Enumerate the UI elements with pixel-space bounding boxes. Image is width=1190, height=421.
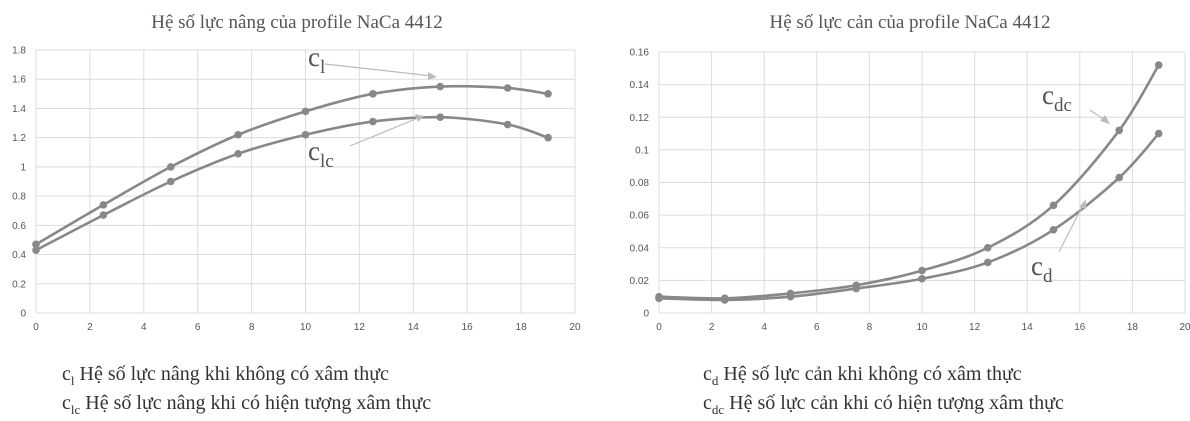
data-point-cd — [983, 258, 992, 267]
y-tick-label: 1.4 — [12, 104, 26, 115]
legend-item-clc: clc Hệ số lực nâng khi có hiện tượng xâm… — [62, 392, 432, 417]
data-point-clc — [301, 130, 310, 139]
data-point-clc — [234, 149, 242, 158]
y-tick-label: 0.2 — [12, 279, 26, 290]
y-tick-label: 0.04 — [630, 243, 650, 254]
data-point-cl — [99, 201, 108, 209]
x-tick-label: 8 — [867, 322, 873, 333]
x-tick-label: 16 — [1074, 322, 1086, 333]
x-tick-label: 14 — [408, 322, 420, 333]
lift-coefficient-chart: Hệ số lực nâng của profile NaCa 4412 0 0.… — [12, 12, 581, 333]
y-tick-label: 0.4 — [12, 250, 26, 261]
lift-coefficient-panel: Hệ số lực nâng của profile NaCa 4412 0 0.… — [12, 12, 581, 417]
data-point-clc — [436, 113, 445, 122]
legend-item-cdc: cdc Hệ số lực cản khi có hiện tượng xâm … — [703, 392, 1064, 417]
x-tick-label: 20 — [1179, 322, 1190, 333]
annotation-cl-arrow — [324, 63, 433, 77]
data-point-cd — [786, 292, 795, 301]
x-tick-label: 0 — [656, 322, 662, 333]
y-tick-label: 1.8 — [12, 46, 26, 57]
chart-title: Hệ số lực nâng của profile NaCa 4412 — [151, 12, 443, 33]
data-point-cl — [503, 84, 512, 92]
y-tick-label: 0.16 — [630, 48, 650, 59]
x-tick-label: 12 — [354, 322, 366, 333]
y-tick-label: 0.02 — [630, 276, 650, 287]
x-tick-label: 6 — [195, 322, 201, 333]
data-point-cd — [918, 274, 926, 283]
x-tick-label: 18 — [1127, 322, 1139, 333]
data-point-clc — [544, 133, 552, 142]
data-point-cl — [369, 90, 377, 98]
x-tick-label: 8 — [249, 322, 255, 333]
data-point-cl — [166, 163, 175, 171]
data-point-cdc — [983, 243, 992, 252]
chart-title: Hệ số lực cản của profile NaCa 4412 — [770, 12, 1051, 33]
data-point-cd — [1049, 226, 1058, 234]
y-tick-label: 0.14 — [630, 80, 650, 91]
x-tick-label: 16 — [462, 322, 474, 333]
annotation-cdc: cdc — [1042, 80, 1072, 116]
series-line-cdc — [658, 64, 1160, 300]
y-tick-label: 0.12 — [630, 113, 650, 124]
data-point-cd — [1154, 129, 1163, 138]
data-point-clc — [166, 177, 175, 186]
data-point-cl — [234, 130, 242, 139]
annotation-cd-arrowhead — [1079, 199, 1086, 209]
annotation-cl-arrowhead — [428, 72, 437, 80]
x-tick-label: 18 — [516, 322, 528, 333]
y-tick-label: 1.6 — [12, 75, 26, 86]
data-point-clc — [369, 117, 377, 126]
annotation-cl: cl — [308, 42, 325, 78]
annotation-cdc-arrowhead — [1100, 115, 1110, 124]
data-point-cdc — [1115, 126, 1124, 135]
data-point-cl — [32, 240, 40, 249]
x-tick-label: 4 — [761, 322, 767, 333]
data-point-cd — [655, 294, 663, 303]
drag-coefficient-chart: Hệ số lực cản của profile NaCa 4412 0 0.0… — [630, 12, 1190, 333]
x-tick-label: 2 — [87, 322, 93, 333]
annotation-cd: cd — [1031, 251, 1053, 287]
annotation-cd-arrow — [1058, 204, 1084, 253]
data-point-cl — [436, 82, 445, 91]
y-tick-label: 0.08 — [630, 178, 650, 189]
y-tick-label: 1 — [20, 162, 26, 173]
y-tick-label: 0.6 — [12, 221, 26, 232]
y-tick-label: 0.1 — [635, 145, 649, 156]
y-tick-label: 0 — [20, 309, 26, 320]
legend-item-cd: cd Hệ số lực cản khi không có xâm thực — [703, 363, 1022, 388]
data-point-cl — [301, 107, 310, 116]
y-tick-label: 0.8 — [12, 192, 26, 203]
x-tick-label: 12 — [969, 322, 981, 333]
x-tick-label: 6 — [814, 322, 820, 333]
data-point-cd — [1115, 173, 1124, 182]
x-tick-label: 20 — [569, 322, 581, 333]
series-line-clc — [35, 115, 549, 252]
y-tick-label: 0 — [643, 309, 649, 320]
legend-item-cl: cl Hệ số lực nâng khi không có xâm thực — [62, 363, 389, 388]
data-point-cdc — [918, 266, 926, 275]
data-point-clc — [32, 246, 40, 254]
y-tick-label: 0.06 — [630, 211, 650, 222]
x-tick-label: 4 — [141, 322, 147, 333]
data-point-cdc — [1154, 61, 1163, 69]
annotation-clc-arrowhead — [415, 114, 424, 122]
x-tick-label: 2 — [709, 322, 715, 333]
x-tick-label: 0 — [33, 322, 39, 333]
data-point-clc — [99, 211, 108, 219]
x-tick-label: 10 — [916, 322, 928, 333]
data-point-cd — [720, 296, 729, 304]
annotation-clc: clc — [308, 136, 334, 172]
x-tick-label: 10 — [300, 322, 312, 333]
data-point-cdc — [1049, 201, 1058, 210]
series-line-cl — [35, 84, 549, 246]
drag-coefficient-panel: Hệ số lực cản của profile NaCa 4412 0 0.0… — [595, 0, 1190, 421]
data-point-cl — [544, 90, 552, 98]
x-tick-label: 14 — [1022, 322, 1034, 333]
data-point-clc — [503, 120, 512, 129]
annotation-clc-arrow — [349, 117, 419, 147]
y-tick-label: 1.2 — [12, 133, 26, 144]
data-point-cd — [852, 284, 861, 293]
